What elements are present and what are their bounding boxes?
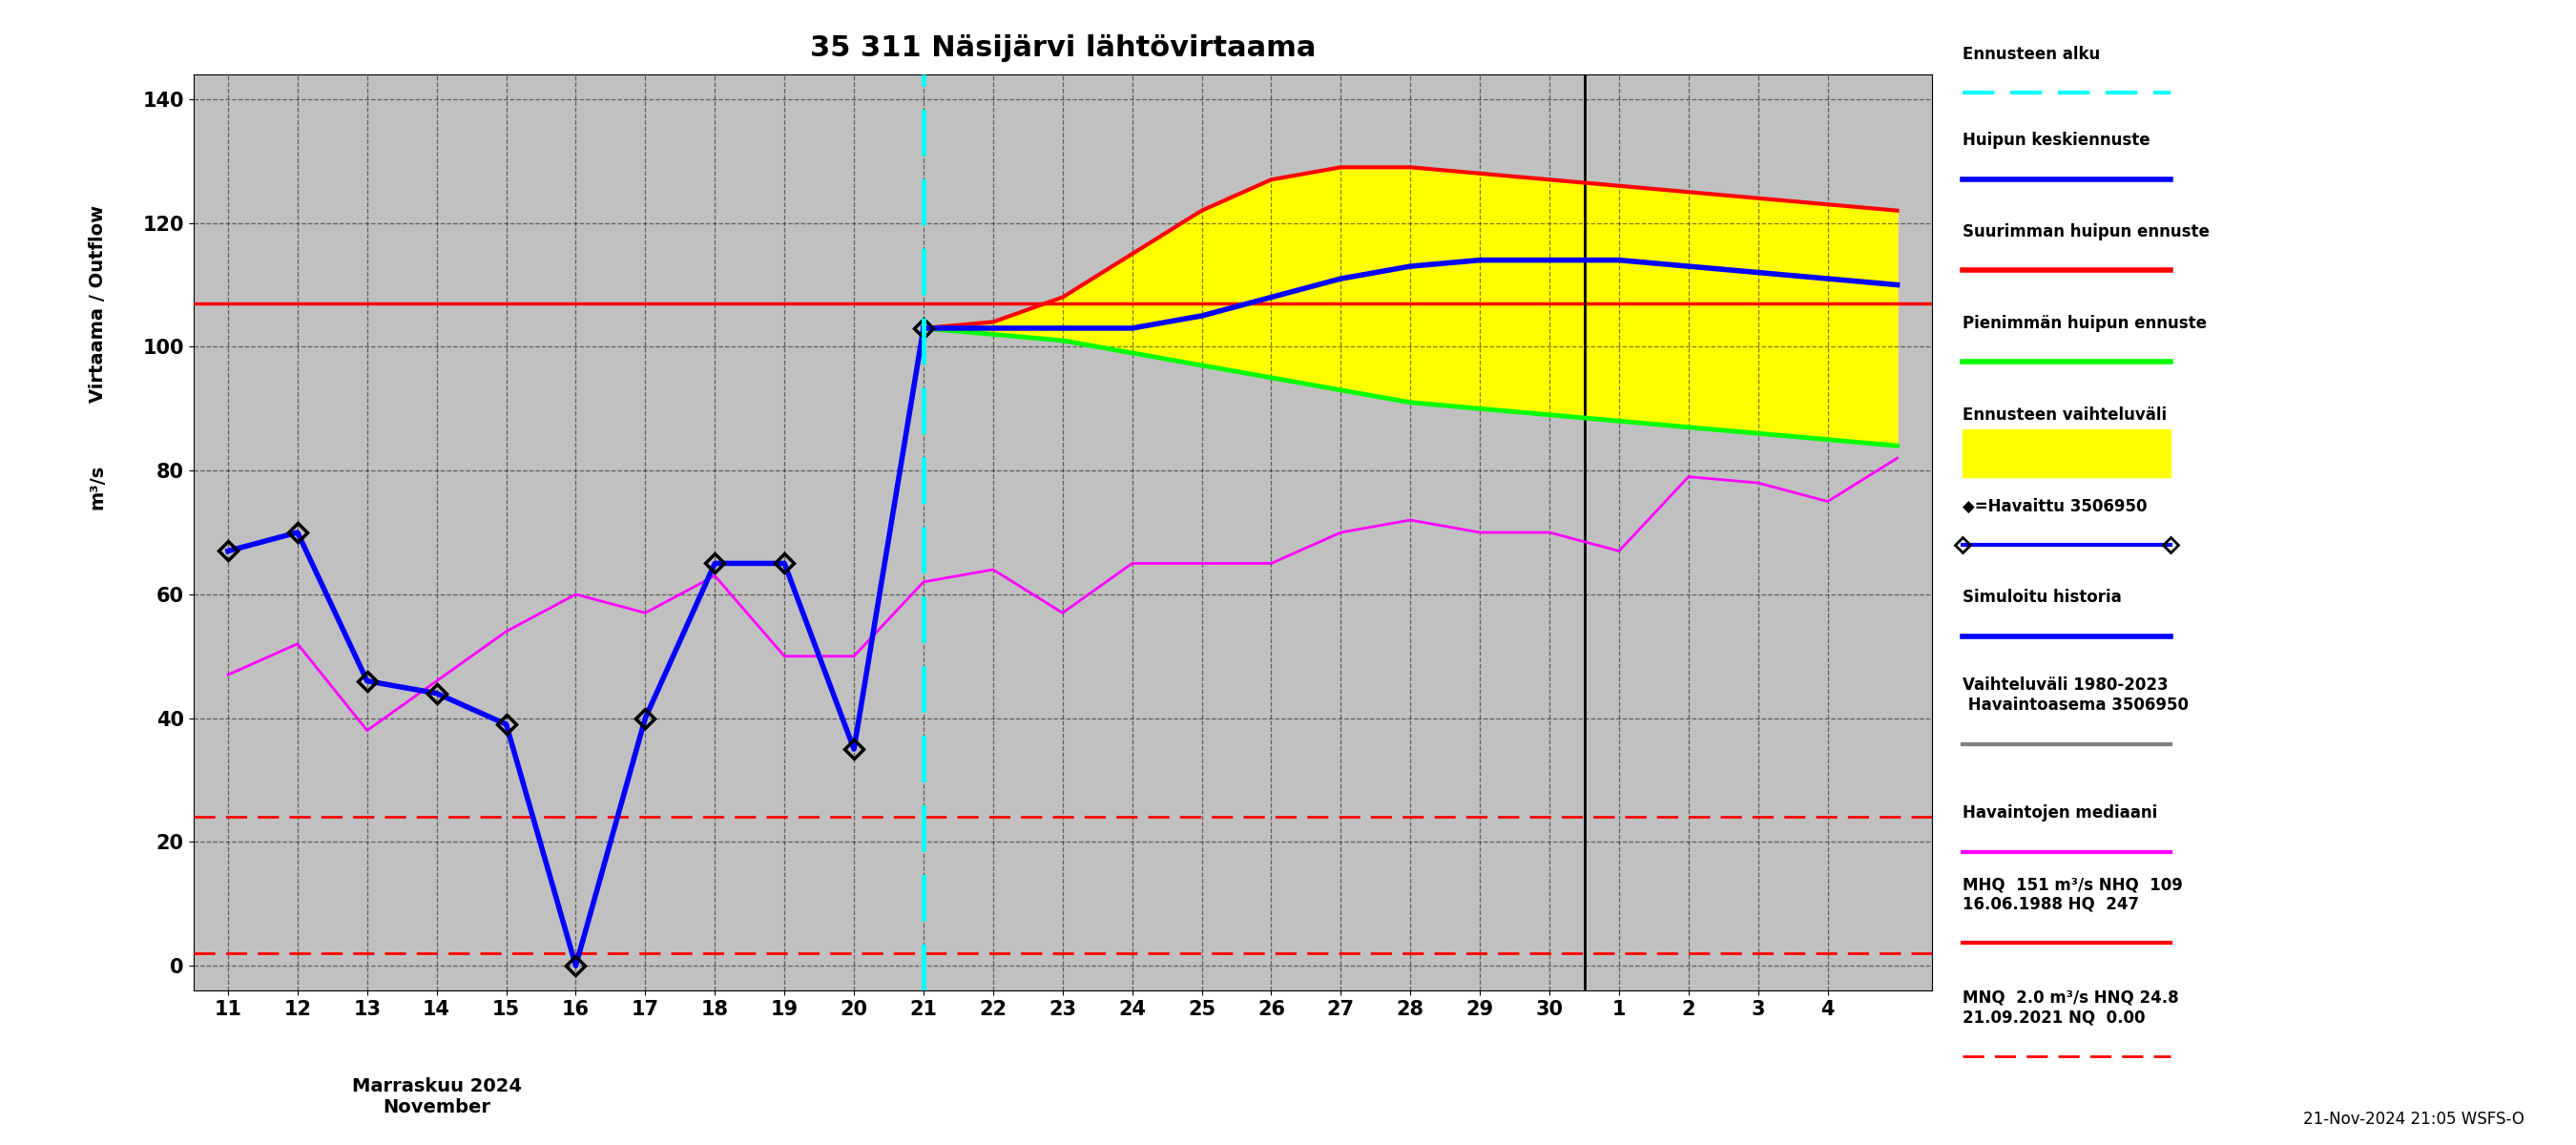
- Text: Pienimmän huipun ennuste: Pienimmän huipun ennuste: [1963, 315, 2208, 332]
- Text: Suurimman huipun ennuste: Suurimman huipun ennuste: [1963, 223, 2210, 240]
- Text: MNQ  2.0 m³/s HNQ 24.8
21.09.2021 NQ  0.00: MNQ 2.0 m³/s HNQ 24.8 21.09.2021 NQ 0.00: [1963, 989, 2179, 1026]
- Bar: [1963, 429, 2169, 477]
- Text: Simuloitu historia: Simuloitu historia: [1963, 589, 2123, 606]
- Text: MHQ  151 m³/s NHQ  109
16.06.1988 HQ  247: MHQ 151 m³/s NHQ 109 16.06.1988 HQ 247: [1963, 876, 2184, 913]
- Text: Havaintojen mediaani: Havaintojen mediaani: [1963, 804, 2159, 821]
- Text: Marraskuu 2024
November: Marraskuu 2024 November: [353, 1077, 520, 1116]
- Text: m³/s: m³/s: [88, 464, 106, 510]
- Title: 35 311 Näsijärvi lähtövirtaama: 35 311 Näsijärvi lähtövirtaama: [809, 34, 1316, 62]
- Text: Virtaama / Outflow: Virtaama / Outflow: [88, 205, 106, 402]
- Text: Ennusteen vaihteluväli: Ennusteen vaihteluväli: [1963, 406, 2166, 424]
- Text: Vaihteluväli 1980-2023
 Havaintoasema 3506950: Vaihteluväli 1980-2023 Havaintoasema 350…: [1963, 677, 2190, 713]
- Text: 21-Nov-2024 21:05 WSFS-O: 21-Nov-2024 21:05 WSFS-O: [2303, 1111, 2524, 1128]
- Text: Huipun keskiennuste: Huipun keskiennuste: [1963, 132, 2151, 149]
- Text: ◆=Havaittu 3506950: ◆=Havaittu 3506950: [1963, 498, 2148, 515]
- Text: Ennusteen alku: Ennusteen alku: [1963, 46, 2099, 63]
